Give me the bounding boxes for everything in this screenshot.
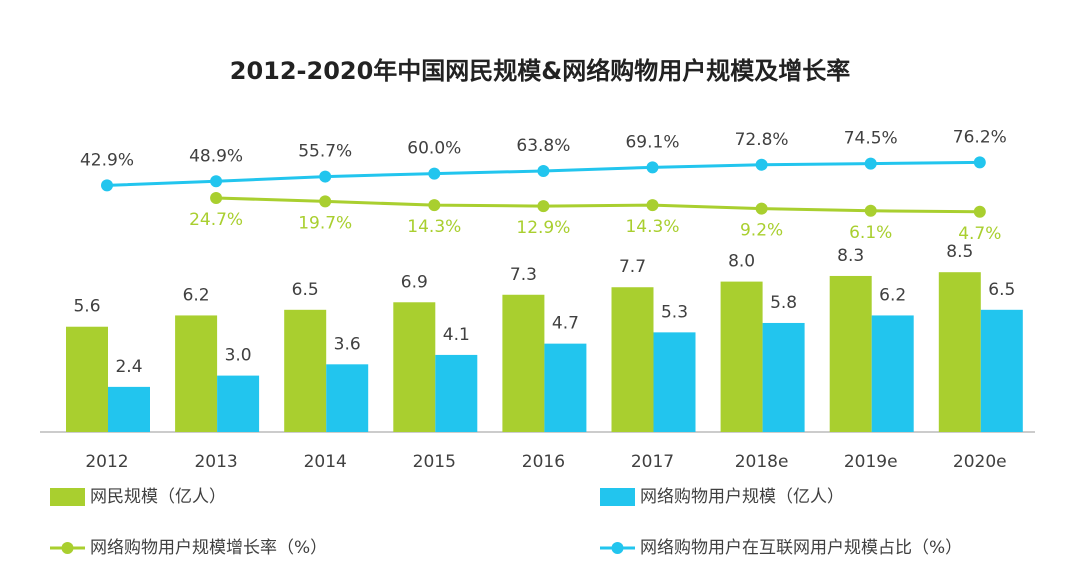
data-label: 24.7% [189, 210, 243, 230]
data-label: 6.1% [849, 223, 892, 243]
line-point [101, 179, 113, 192]
legend-label: 网络购物用户在互联网用户规模占比（%） [640, 538, 962, 558]
data-label: 4.1 [443, 325, 470, 345]
bar [544, 343, 587, 432]
x-tick-label: 2016 [522, 452, 565, 472]
data-label: 69.1% [625, 132, 679, 152]
data-label: 6.9 [401, 272, 428, 292]
line-point [537, 200, 550, 213]
bar [720, 281, 763, 432]
data-label: 19.7% [298, 213, 352, 233]
data-label: 55.7% [298, 142, 352, 162]
data-label: 4.7% [958, 224, 1001, 244]
line-point [646, 199, 659, 212]
x-tick-label: 2014 [304, 452, 347, 472]
data-label: 14.3% [407, 217, 461, 237]
bar [611, 287, 654, 432]
legend-swatch [50, 488, 85, 506]
line-point [755, 202, 768, 215]
line-point [646, 161, 659, 174]
legend-swatch [600, 488, 635, 506]
line-point [428, 199, 441, 212]
line-point [319, 170, 332, 183]
line-point [428, 167, 441, 180]
bar [217, 375, 260, 432]
data-label: 5.3 [661, 302, 688, 322]
bar [502, 294, 545, 432]
bar [326, 364, 369, 432]
bar [66, 326, 108, 432]
bar [653, 332, 696, 432]
x-tick-label: 2020e [953, 452, 1007, 472]
data-label: 5.8 [770, 293, 797, 313]
bar [108, 386, 150, 432]
data-label: 60.0% [407, 139, 461, 159]
line-point [210, 191, 223, 204]
data-label: 8.0 [728, 252, 755, 272]
x-tick-label: 2015 [413, 452, 456, 472]
data-label: 12.9% [516, 218, 570, 238]
chart-title: 2012-2020年中国网民规模&网络购物用户规模及增长率 [230, 57, 850, 85]
line-point [319, 195, 332, 208]
line-point [973, 205, 986, 218]
data-label: 42.9% [80, 150, 134, 170]
data-label: 3.0 [225, 346, 252, 366]
legend-label: 网民规模（亿人） [90, 487, 226, 507]
line-point [755, 158, 768, 171]
data-label: 6.5 [292, 280, 319, 300]
data-label: 6.2 [183, 285, 210, 305]
data-label: 5.6 [73, 297, 100, 317]
line-point [973, 156, 986, 169]
bar [175, 315, 218, 432]
data-label: 48.9% [189, 146, 243, 166]
data-label: 3.6 [334, 334, 361, 354]
legend-swatch [61, 542, 74, 554]
data-label: 9.2% [740, 221, 783, 241]
line-point [864, 157, 877, 170]
data-label: 2.4 [115, 357, 142, 377]
line [216, 196, 980, 214]
bar [762, 322, 805, 432]
data-label: 63.8% [516, 136, 570, 156]
bar [435, 354, 478, 432]
x-tick-label: 2013 [194, 452, 237, 472]
data-label: 8.5 [946, 242, 973, 262]
data-label: 72.8% [735, 130, 789, 150]
bar [829, 275, 872, 432]
x-tick-label: 2017 [631, 452, 674, 472]
legend-label: 网络购物用户规模（亿人） [640, 487, 844, 507]
legend-label: 网络购物用户规模增长率（%） [90, 538, 327, 558]
x-tick-label: 2012 [85, 452, 128, 472]
data-label: 7.7 [619, 257, 646, 277]
data-label: 14.3% [625, 217, 679, 237]
line-point [537, 164, 550, 177]
bar [871, 315, 914, 432]
data-label: 4.7 [552, 314, 579, 334]
data-label: 6.2 [879, 285, 906, 305]
x-tick-label: 2018e [735, 452, 789, 472]
data-label: 74.5% [844, 129, 898, 149]
legend-swatch [611, 542, 624, 554]
bar [980, 309, 1023, 432]
line-point [864, 204, 877, 217]
line-point [210, 175, 223, 188]
data-label: 7.3 [510, 265, 537, 285]
bar [393, 302, 436, 432]
bar [938, 272, 981, 432]
data-label: 76.2% [953, 127, 1007, 147]
x-tick-label: 2019e [844, 452, 898, 472]
bar [284, 309, 327, 432]
data-label: 6.5 [988, 280, 1015, 300]
data-label: 8.3 [837, 246, 864, 266]
